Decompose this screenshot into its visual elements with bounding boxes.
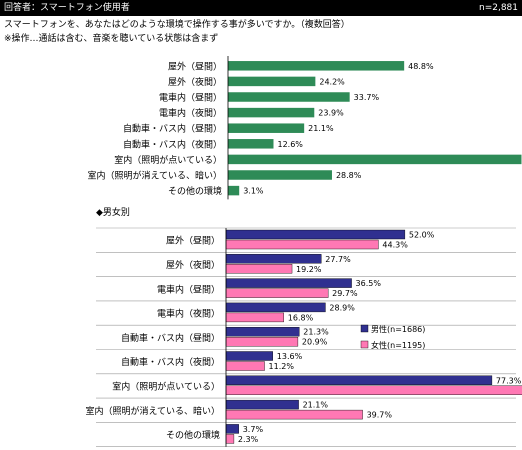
data-label: 23.9% xyxy=(318,109,344,118)
bar-male xyxy=(225,278,352,288)
note-text: ※操作…通話は含む、音楽を聴いている状態は含まず xyxy=(4,34,219,44)
category-label: 自動車・バス内（昼間） xyxy=(121,332,220,344)
bar-female xyxy=(225,312,284,323)
bar-female xyxy=(225,239,379,250)
category-label: 自動車・バス内（夜間） xyxy=(123,138,222,150)
category-label: 室内（照明が消えている、暗い） xyxy=(85,405,220,417)
bar-female xyxy=(225,337,299,347)
data-label-female: 44.3% xyxy=(382,241,408,250)
category-label: 自動車・バス内（昼間） xyxy=(123,123,222,135)
bar-male xyxy=(225,254,322,264)
data-label-male: 36.5% xyxy=(356,279,382,288)
bar-overall xyxy=(228,123,305,133)
bar-female xyxy=(225,409,363,420)
data-label: 12.6% xyxy=(277,140,303,149)
data-label: 48.8% xyxy=(408,62,434,71)
bar-female xyxy=(225,434,235,444)
data-label-female: 2.3% xyxy=(238,435,259,444)
category-label: 屋外（昼間） xyxy=(166,235,220,247)
data-label-male: 21.1% xyxy=(303,401,329,410)
bar-overall xyxy=(228,61,405,71)
data-label-male: 3.7% xyxy=(243,425,264,434)
bar-overall xyxy=(228,139,274,149)
data-label-female: 20.9% xyxy=(302,338,328,347)
data-label-female: 39.7% xyxy=(367,411,393,420)
category-label: 室内（照明が点いている） xyxy=(112,380,220,392)
legend-swatch-male xyxy=(360,324,369,333)
category-label: 室内（照明が点いている） xyxy=(114,154,222,166)
category-label: 屋外（昼間） xyxy=(168,60,222,72)
data-label: 33.7% xyxy=(354,93,380,102)
category-label: 電車内（昼間） xyxy=(157,283,220,295)
data-label-male: 52.0% xyxy=(409,231,435,240)
header-bar: 回答者：スマートフォン使用者 n=2,881 xyxy=(0,0,522,16)
data-label-female: 29.7% xyxy=(332,289,358,298)
category-label: 自動車・バス内（夜間） xyxy=(121,356,220,368)
respondent-label: 回答者：スマートフォン使用者 xyxy=(4,3,130,13)
bar-male xyxy=(225,327,300,337)
legend-swatch-female xyxy=(360,340,369,349)
data-label-female: 11.2% xyxy=(269,362,295,371)
data-label-male: 27.7% xyxy=(325,255,351,264)
bar-male xyxy=(225,424,239,434)
category-label: その他の環境 xyxy=(166,429,220,441)
data-label-female: 19.2% xyxy=(296,265,322,274)
data-label: 24.2% xyxy=(319,77,345,86)
bar-overall xyxy=(228,185,240,196)
sample-size-label: n=2,881 xyxy=(478,3,518,13)
data-label-female: 16.8% xyxy=(288,313,314,322)
data-label: 28.8% xyxy=(336,171,362,180)
data-label-male: 77.3% xyxy=(496,376,522,385)
data-label-male: 13.6% xyxy=(277,352,303,361)
bar-male xyxy=(225,375,493,385)
bar-overall xyxy=(228,170,332,180)
bar-female xyxy=(225,288,329,298)
bar-male xyxy=(225,399,299,410)
category-label: 電車内（夜間） xyxy=(159,107,222,119)
data-label-male: 21.3% xyxy=(303,328,329,337)
bar-overall xyxy=(228,76,316,87)
bar-female xyxy=(225,385,522,395)
bar-overall xyxy=(228,107,315,118)
legend-label-male: 男性(n=1686) xyxy=(371,324,425,334)
category-label: 屋外（夜間） xyxy=(166,259,220,271)
legend-label-female: 女性(n=1195) xyxy=(371,340,425,350)
question-text: スマートフォンを、あなたはどのような環境で操作する事が多いですか。（複数回答） xyxy=(4,20,350,30)
bar-male xyxy=(225,351,273,361)
category-label: その他の環境 xyxy=(168,185,222,197)
data-label-male: 28.9% xyxy=(329,303,355,312)
category-label: 電車内（夜間） xyxy=(157,308,220,320)
bar-overall xyxy=(228,92,350,102)
bar-overall xyxy=(228,154,522,165)
category-label: 室内（照明が消えている、暗い） xyxy=(87,170,222,182)
data-label: 3.1% xyxy=(243,187,264,196)
data-label: 21.1% xyxy=(308,124,334,133)
category-label: 電車内（昼間） xyxy=(159,92,222,104)
category-label: 屋外（夜間） xyxy=(168,76,222,88)
bar-female xyxy=(225,264,293,274)
bar-female xyxy=(225,361,265,371)
bar-male xyxy=(225,302,326,313)
section-label: ◆男女別 xyxy=(96,208,130,218)
bar-male xyxy=(225,229,406,240)
